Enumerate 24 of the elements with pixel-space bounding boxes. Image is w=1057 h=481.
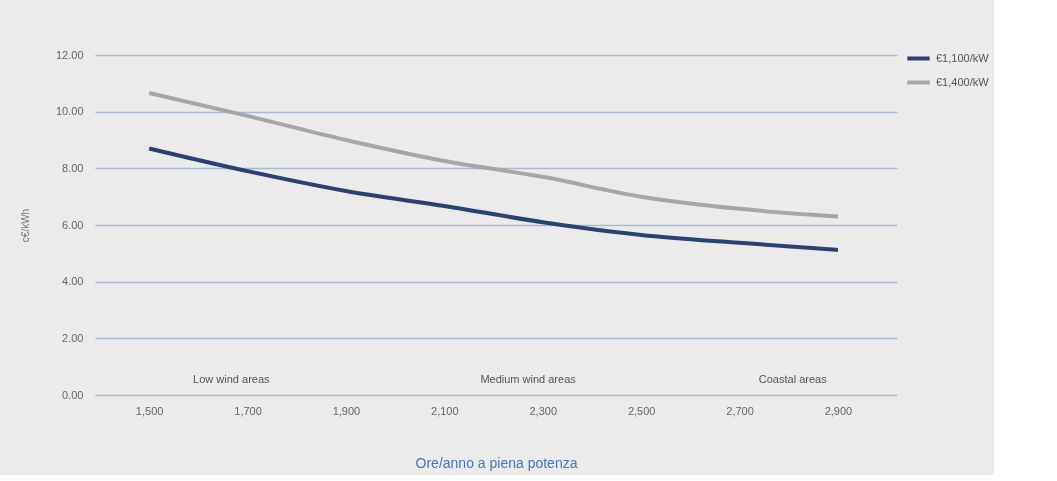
y-tick-label: 0.00 <box>62 388 84 401</box>
x-tick-label: 1,500 <box>135 404 164 417</box>
legend-label: €1,100/kW <box>936 51 990 64</box>
y-tick-label: 8.00 <box>62 161 84 174</box>
y-tick-label: 12.00 <box>55 48 84 61</box>
y-tick-label: 4.00 <box>62 275 84 288</box>
x-tick-label: 2,300 <box>529 404 558 417</box>
x-tick-label: 2,900 <box>824 404 853 417</box>
legend-label: €1,400/kW <box>936 75 990 88</box>
y-tick-label: 6.00 <box>62 218 84 231</box>
x-tick-label: 1,700 <box>234 404 262 417</box>
x-axis-title: Ore/anno a piena potenza <box>415 454 578 471</box>
annotation: Coastal areas <box>758 373 828 385</box>
x-tick-label: 2,500 <box>627 404 656 417</box>
annotation: Low wind areas <box>193 373 271 385</box>
y-tick-label: 2.00 <box>62 331 84 344</box>
x-tick-label: 2,700 <box>726 404 754 417</box>
annotation: Medium wind areas <box>480 373 577 385</box>
y-axis-title: c€/kWh <box>19 208 31 243</box>
y-tick-label: 10.00 <box>55 105 84 118</box>
line-series <box>147 146 840 252</box>
x-tick-label: 2,100 <box>431 404 459 417</box>
x-tick-label: 1,900 <box>332 404 361 417</box>
line-series <box>147 90 840 219</box>
